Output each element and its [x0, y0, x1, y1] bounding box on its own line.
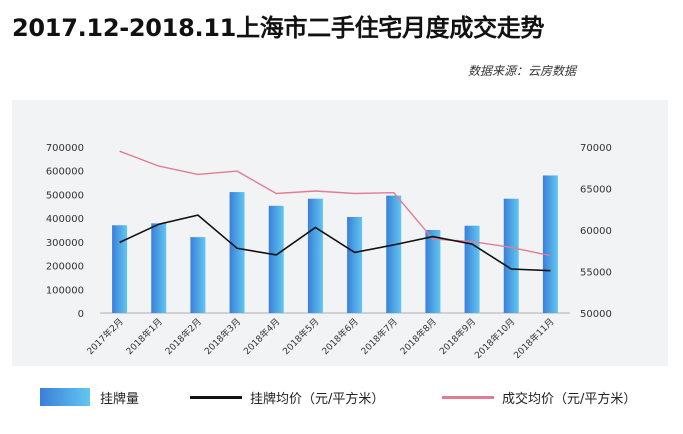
- x-tick-label: 2018年6月: [319, 316, 360, 357]
- x-tick-label: 2018年2月: [163, 316, 204, 357]
- x-axis-ticks: 2017年2月 2018年1月 2018年2月 2018年3月 2018年4月 2018年…: [84, 316, 556, 362]
- left-tick-label: 100000: [46, 285, 84, 296]
- x-tick-label: 2018年7月: [358, 316, 399, 357]
- right-tick-label: 70000: [580, 143, 612, 154]
- x-tick-label: 2018年1月: [123, 316, 164, 357]
- line-deal-price: [119, 150, 551, 257]
- x-tick-label: 2018年3月: [202, 316, 243, 357]
- bar-series: [112, 175, 558, 313]
- bar-listing-volume: [386, 195, 402, 313]
- legend-swatch-black-line: [190, 395, 242, 399]
- bar-listing-volume: [151, 223, 167, 313]
- bar-listing-volume: [347, 216, 363, 313]
- bar-listing-volume: [307, 198, 323, 313]
- right-tick-label: 50000: [580, 309, 612, 320]
- legend-item-listing-price: 挂牌均价（元/平方米）: [190, 385, 384, 409]
- left-tick-label: 700000: [46, 143, 84, 154]
- bar-listing-volume: [112, 225, 128, 313]
- right-tick-label: 55000: [580, 268, 612, 279]
- x-tick-label: 2018年4月: [241, 316, 282, 357]
- legend-label-listing-volume: 挂牌量: [100, 391, 140, 407]
- line-series: [119, 150, 551, 272]
- chart-canvas: 0 100000 200000 300000 400000 500000 600000 700…: [46, 143, 612, 362]
- bar-listing-volume: [190, 237, 206, 313]
- chart-title: 2017.12-2018.11上海市二手住宅月度成交走势: [12, 14, 545, 42]
- left-tick-label: 500000: [46, 190, 84, 201]
- line-listing-price: [119, 214, 551, 272]
- right-tick-label: 65000: [580, 185, 612, 196]
- right-axis-ticks: 50000 55000 60000 65000 70000: [580, 143, 612, 320]
- right-tick-label: 60000: [580, 226, 612, 237]
- x-tick-label: 2018年10月: [472, 316, 518, 362]
- legend-item-deal-price: 成交均价（元/平方米）: [442, 385, 636, 409]
- x-tick-label: 2017年2月: [84, 316, 125, 357]
- x-tick-label: 2018年5月: [280, 316, 321, 357]
- legend-swatch-pink-line: [442, 395, 494, 399]
- x-tick-label: 2018年9月: [437, 316, 478, 357]
- bar-listing-volume: [268, 205, 284, 313]
- data-source-note: 数据来源：云房数据: [468, 64, 577, 78]
- legend-swatch-bar: [40, 388, 90, 406]
- bar-listing-volume: [542, 175, 558, 313]
- left-tick-label: 400000: [46, 214, 84, 225]
- left-tick-label: 200000: [46, 262, 84, 273]
- bar-listing-volume: [503, 198, 519, 313]
- x-tick-label: 2018年8月: [398, 316, 439, 357]
- left-tick-label: 600000: [46, 167, 84, 178]
- legend-label-listing-price: 挂牌均价（元/平方米）: [250, 391, 385, 407]
- bar-listing-volume: [425, 230, 441, 313]
- left-tick-label: 0: [78, 309, 84, 320]
- bar-listing-volume: [464, 225, 480, 313]
- bar-listing-volume: [229, 192, 245, 313]
- legend-item-listing-volume: 挂牌量: [40, 385, 139, 409]
- left-axis-ticks: 0 100000 200000 300000 400000 500000 600000 700…: [46, 143, 84, 320]
- left-tick-label: 300000: [46, 238, 84, 249]
- legend-label-deal-price: 成交均价（元/平方米）: [502, 391, 637, 407]
- x-tick-label: 2018年11月: [511, 316, 557, 362]
